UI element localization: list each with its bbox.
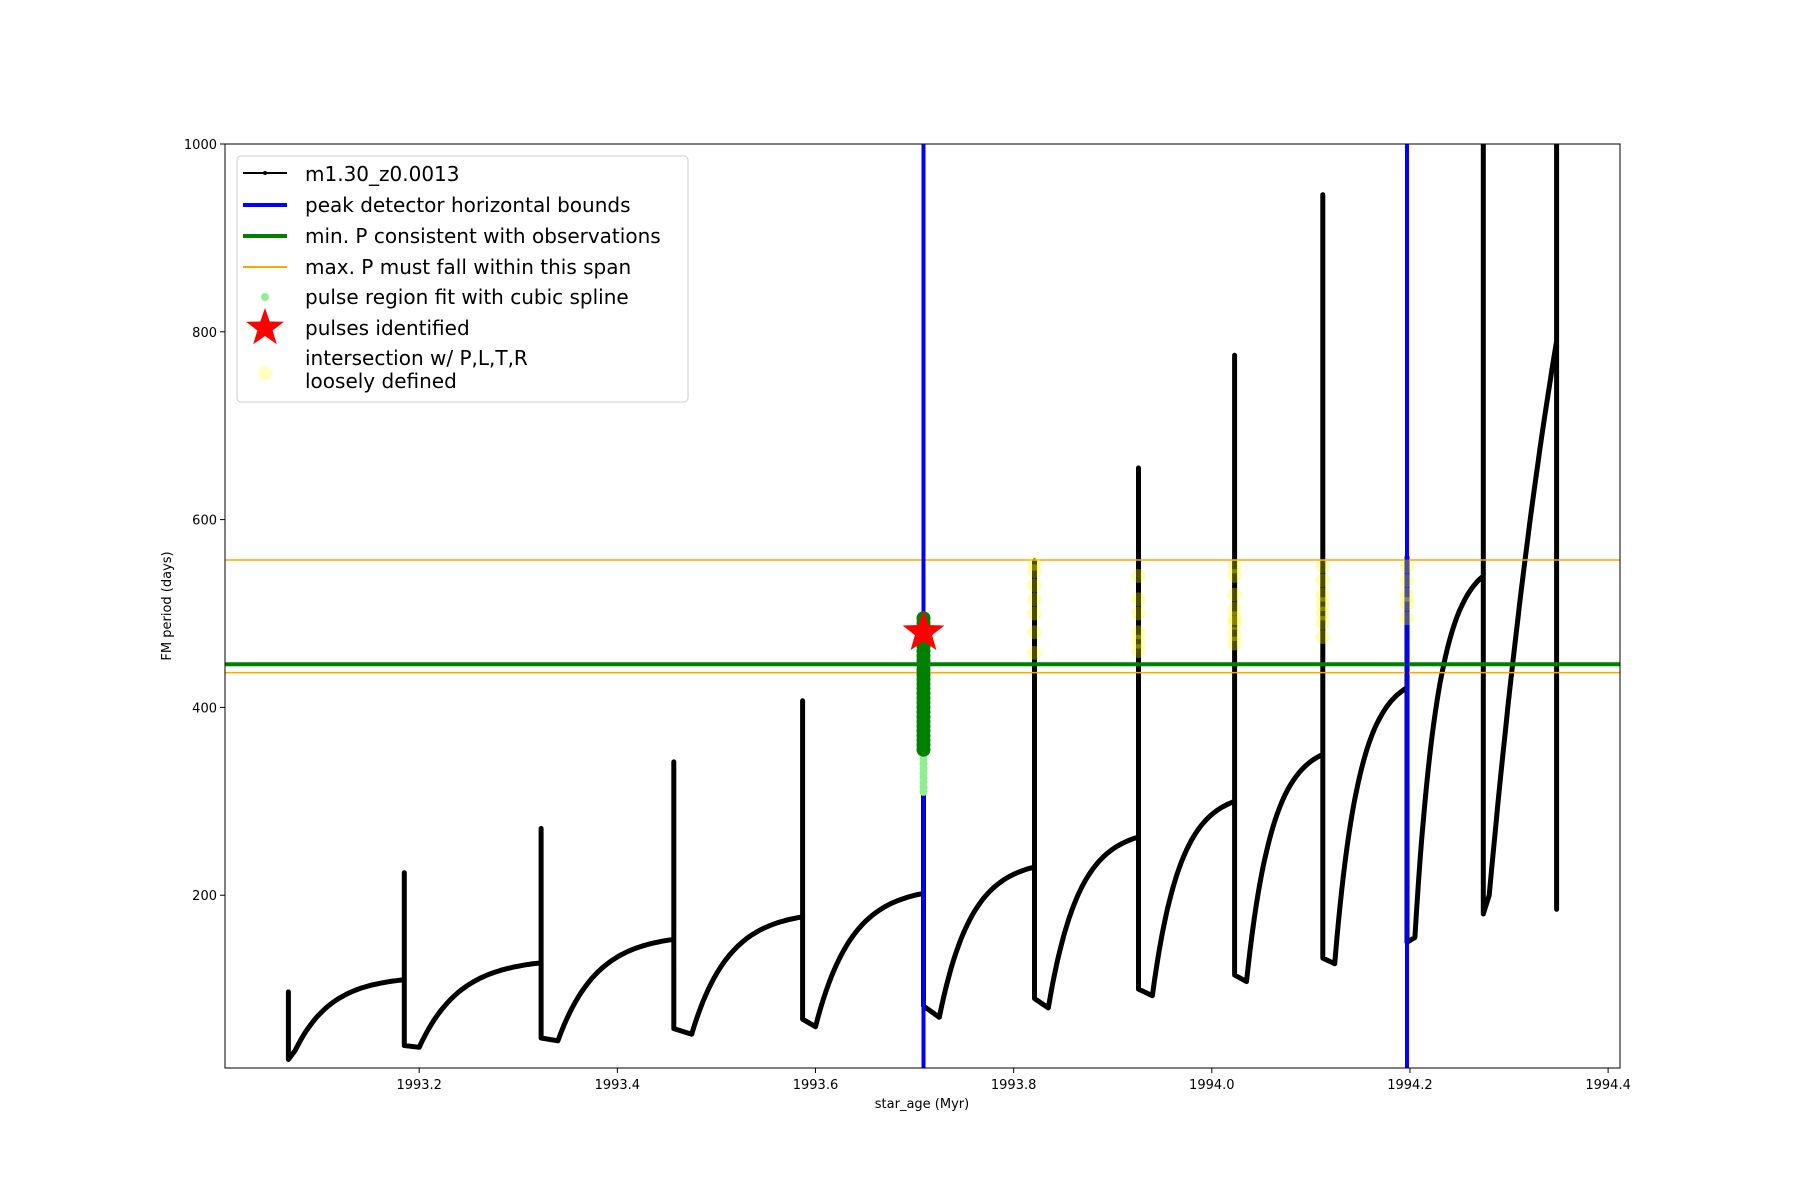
- legend-bounds: peak detector horizontal bounds: [305, 193, 631, 217]
- x-axis-label: star_age (Myr): [875, 1097, 969, 1112]
- intersection-point: [1027, 578, 1042, 593]
- intersection-point: [1399, 597, 1414, 612]
- legend-minp: min. P consistent with observations: [305, 224, 661, 248]
- intersection-point: [1227, 627, 1242, 642]
- intersection-point: [1399, 559, 1414, 574]
- intersection-point: [1027, 645, 1042, 660]
- legend-spline-marker: [261, 293, 269, 301]
- legend-series: m1.30_z0.0013: [305, 162, 460, 186]
- intersection-point: [1315, 615, 1330, 630]
- axes-frame: [224, 143, 1621, 1069]
- legend: m1.30_z0.0013 peak detector horizontal b…: [236, 155, 689, 403]
- intersection-point: [1027, 556, 1042, 571]
- intersection-point: [1027, 592, 1042, 607]
- plot-area: [225, 144, 1620, 1068]
- legend-intersection-2: loosely defined: [305, 369, 457, 393]
- intersection-point: [1131, 634, 1146, 649]
- legend-spline: pulse region fit with cubic spline: [305, 285, 629, 309]
- intersection-point: [1227, 568, 1242, 583]
- intersection-point: [1227, 611, 1242, 626]
- legend-maxp: max. P must fall within this span: [305, 255, 631, 279]
- y-tick-label: 600: [192, 514, 217, 529]
- intersection-point: [1027, 564, 1042, 579]
- x-tick-label: 1993.6: [793, 1078, 839, 1093]
- y-axis-label: FM period (days): [160, 551, 175, 660]
- intersection-point: [1227, 636, 1242, 651]
- y-tick-label: 800: [192, 326, 217, 341]
- intersection-point: [1315, 559, 1330, 574]
- legend-pulses: pulses identified: [305, 316, 470, 340]
- y-tick-label: 200: [192, 889, 217, 904]
- x-tick-label: 1994.0: [1189, 1078, 1235, 1093]
- intersection-point: [1131, 644, 1146, 659]
- intersection-point: [1399, 587, 1414, 602]
- intersection-point: [1227, 559, 1242, 574]
- intersection-point: [1227, 601, 1242, 616]
- intersection-point: [1315, 597, 1330, 612]
- intersection-point: [1399, 573, 1414, 588]
- legend-intersection-marker: [258, 366, 272, 380]
- intersection-point: [1227, 615, 1242, 630]
- intersection-point: [1027, 625, 1042, 640]
- y-tick-label: 1000: [184, 138, 217, 153]
- intersection-point: [1315, 629, 1330, 644]
- y-tick-label: 400: [192, 701, 217, 716]
- y-axis: 200 400 600 800 1000: [184, 138, 225, 904]
- legend-series-marker: [263, 171, 267, 175]
- x-tick-label: 1993.2: [396, 1078, 442, 1093]
- x-tick-label: 1993.8: [991, 1078, 1037, 1093]
- x-axis: 1993.2 1993.4 1993.6 1993.8 1994.0 1994.2 1994…: [396, 1068, 1631, 1093]
- intersection-point: [1131, 606, 1146, 621]
- legend-box: [236, 155, 689, 403]
- x-tick-label: 1994.2: [1387, 1078, 1433, 1093]
- x-tick-label: 1993.4: [595, 1078, 641, 1093]
- plot-content: [225, 144, 1620, 1068]
- intersection-point: [1315, 573, 1330, 588]
- intersection-point: [1399, 611, 1414, 626]
- x-tick-label: 1994.4: [1585, 1078, 1631, 1093]
- intersection-point: [1315, 606, 1330, 621]
- legend-star-icon: [246, 308, 284, 345]
- intersection-point: [1027, 606, 1042, 621]
- intersection-point: [1227, 587, 1242, 602]
- intersection-point: [1131, 568, 1146, 583]
- series-line: [285, 144, 1560, 1062]
- intersection-point: [1131, 592, 1146, 607]
- legend-intersection-1: intersection w/ P,L,T,R: [305, 346, 528, 370]
- intersection-point: [1131, 625, 1146, 640]
- intersection-point: [1315, 587, 1330, 602]
- pulse-star-marker: [902, 610, 945, 651]
